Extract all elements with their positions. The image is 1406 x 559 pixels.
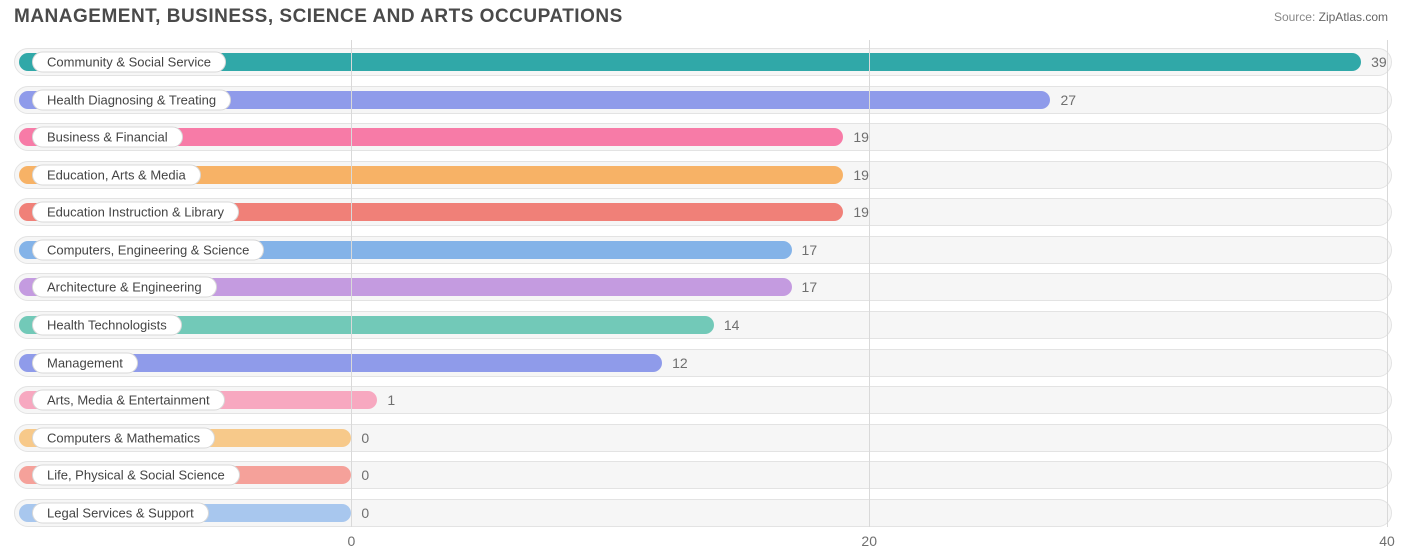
bar-value: 12 <box>672 355 688 371</box>
bar-label: Architecture & Engineering <box>32 277 217 298</box>
bar-value: 17 <box>802 242 818 258</box>
bar-row: Legal Services & Support 0 <box>14 499 1392 527</box>
bar-row: Computers & Mathematics 0 <box>14 424 1392 452</box>
bars-group: Community & Social Service 39 Health Diagn… <box>14 48 1392 527</box>
bar-value: 0 <box>361 430 369 446</box>
bar-row: Management 12 <box>14 349 1392 377</box>
bar-label: Life, Physical & Social Science <box>32 465 240 486</box>
bar-value: 19 <box>853 129 869 145</box>
bar-row: Health Technologists 14 <box>14 311 1392 339</box>
bar-label: Arts, Media & Entertainment <box>32 390 225 411</box>
bar-row: Community & Social Service 39 <box>14 48 1392 76</box>
bar-row: Education, Arts & Media 19 <box>14 161 1392 189</box>
bar-value: 17 <box>802 279 818 295</box>
gridline <box>1387 40 1388 527</box>
bar-value: 1 <box>387 392 395 408</box>
bar-label: Management <box>32 352 138 373</box>
occupations-bar-chart: MANAGEMENT, BUSINESS, SCIENCE AND ARTS O… <box>0 0 1406 559</box>
bar-value: 19 <box>853 167 869 183</box>
gridline <box>869 40 870 527</box>
bar-label: Education Instruction & Library <box>32 202 239 223</box>
bar-value: 39 <box>1371 54 1387 70</box>
bar-label: Computers, Engineering & Science <box>32 239 264 260</box>
source-label: Source: <box>1274 10 1315 24</box>
bar-row: Life, Physical & Social Science 0 <box>14 461 1392 489</box>
bar-value: 0 <box>361 467 369 483</box>
bar-value: 14 <box>724 317 740 333</box>
bar-value: 19 <box>853 204 869 220</box>
bar-label: Business & Financial <box>32 127 183 148</box>
gridline <box>351 40 352 527</box>
bar-row: Business & Financial 19 <box>14 123 1392 151</box>
bar-label: Health Diagnosing & Treating <box>32 89 231 110</box>
bar-label: Education, Arts & Media <box>32 164 201 185</box>
chart-title: MANAGEMENT, BUSINESS, SCIENCE AND ARTS O… <box>14 6 623 28</box>
bar-label: Legal Services & Support <box>32 502 209 523</box>
bar-row: Education Instruction & Library 19 <box>14 198 1392 226</box>
x-axis-tick-label: 0 <box>348 533 356 549</box>
bar-row: Computers, Engineering & Science 17 <box>14 236 1392 264</box>
bar-row: Health Diagnosing & Treating 27 <box>14 86 1392 114</box>
bar-row: Architecture & Engineering 17 <box>14 273 1392 301</box>
bar-row: Arts, Media & Entertainment 1 <box>14 386 1392 414</box>
chart-source: Source: ZipAtlas.com <box>1274 10 1388 24</box>
source-site: ZipAtlas.com <box>1319 10 1388 24</box>
x-axis-tick-label: 20 <box>861 533 877 549</box>
x-axis-tick-label: 40 <box>1379 533 1395 549</box>
bar-value: 27 <box>1060 92 1076 108</box>
plot-area: Community & Social Service 39 Health Diagn… <box>14 40 1392 551</box>
bar-label: Health Technologists <box>32 315 182 336</box>
bar-label: Computers & Mathematics <box>32 427 215 448</box>
bar-value: 0 <box>361 505 369 521</box>
bar-label: Community & Social Service <box>32 52 226 73</box>
